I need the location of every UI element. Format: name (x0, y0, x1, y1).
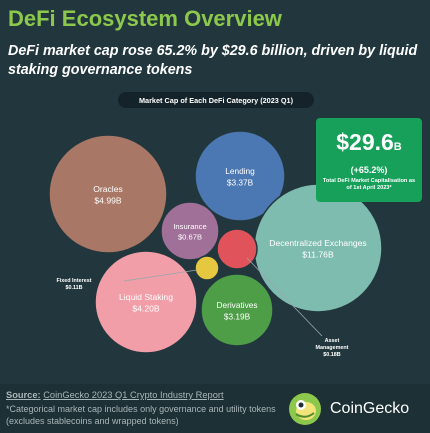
total-unit: B (393, 141, 402, 153)
bubble-lending-circle (194, 130, 286, 222)
bubble-insurance: Insurance $0.67B (160, 201, 220, 261)
bubble-liquid-staking: Liquid Staking $4.20B (94, 250, 198, 354)
source-link[interactable]: CoinGecko 2023 Q1 Crypto Industry Report (43, 390, 224, 400)
bubble-label-decentralized-exchanges: Decentralized Exchanges (269, 238, 366, 248)
bubble-label-oracles: Oracles (93, 184, 123, 194)
gecko-icon (289, 393, 321, 425)
leader-line-asset-management (246, 257, 323, 337)
chart-title: Market Cap of Each DeFi Category (2023 Q… (118, 92, 314, 108)
bubble-decentralized-exchanges-circle (253, 183, 383, 313)
leader-line-fixed-interest (123, 269, 198, 282)
bubble-chart: Oracles$4.99BLending$3.37BInsurance$0.67… (48, 130, 383, 358)
page-title: DeFi Ecosystem Overview (8, 6, 282, 31)
source-line: Source: CoinGecko 2023 Q1 Crypto Industr… (6, 390, 224, 400)
footnote: *Categorical market cap includes only go… (6, 404, 276, 426)
bubble-value-fixed-interest: $0.11B (65, 285, 82, 291)
total-market-cap-value: $29.6B (316, 130, 422, 159)
bubble-fixed-interest-circle (194, 255, 220, 281)
bubble-label-asset-management: Asset (325, 338, 340, 344)
bubble-label-liquid-staking: Liquid Staking (119, 292, 173, 302)
page-subtitle: DeFi market cap rose 65.2% by $29.6 bill… (8, 43, 418, 78)
bubble-derivatives-circle (200, 273, 274, 347)
bubble-fixed-interest: Fixed Interest$0.11B (56, 255, 220, 291)
bubble-value-insurance: $0.67B (178, 233, 202, 242)
bubble-lending: Lending$3.37B (194, 130, 286, 222)
bubble-derivatives: Derivatives$3.19B (200, 273, 274, 347)
total-note: Total DeFi Market Capitalisation as of 1… (322, 178, 416, 191)
total-change: (+65.2%) (350, 165, 388, 175)
bubble-value-lending: $3.37B (227, 177, 254, 187)
bubble-label-asset-management: Management (316, 345, 349, 351)
coingecko-logo: CoinGecko (288, 392, 409, 426)
bubble-value-oracles: $4.99B (94, 196, 122, 206)
total-value: $29.6 (336, 129, 394, 155)
bubble-oracles: Oracles $4.99B (48, 134, 168, 254)
bubble-value-asset-management: $0.18B (323, 352, 340, 358)
total-market-cap-callout: $29.6B (+65.2%) Total DeFi Market Capita… (316, 118, 422, 202)
bubble-decentralized-exchanges: Decentralized Exchanges $11.76B (253, 183, 383, 313)
bubble-asset-management-circle (216, 228, 258, 270)
bubble-liquid-staking-circle (94, 250, 198, 354)
bubble-label-derivatives: Derivatives (216, 300, 257, 310)
bubble-value-decentralized-exchanges: $11.76B (302, 250, 334, 260)
bubble-label-fixed-interest: Fixed Interest (56, 278, 91, 284)
bubble-value-derivatives: $3.19B (224, 311, 251, 321)
bubble-label-insurance: Insurance (173, 222, 206, 231)
bubble-label-lending: Lending (225, 166, 255, 176)
bubble-oracles-circle (48, 134, 168, 254)
bubble-insurance-circle (160, 201, 220, 261)
bubble-value-liquid-staking: $4.20B (132, 304, 160, 314)
source-label: Source: (6, 390, 41, 400)
footer-bar (0, 384, 430, 433)
brand-name: CoinGecko (330, 400, 410, 417)
